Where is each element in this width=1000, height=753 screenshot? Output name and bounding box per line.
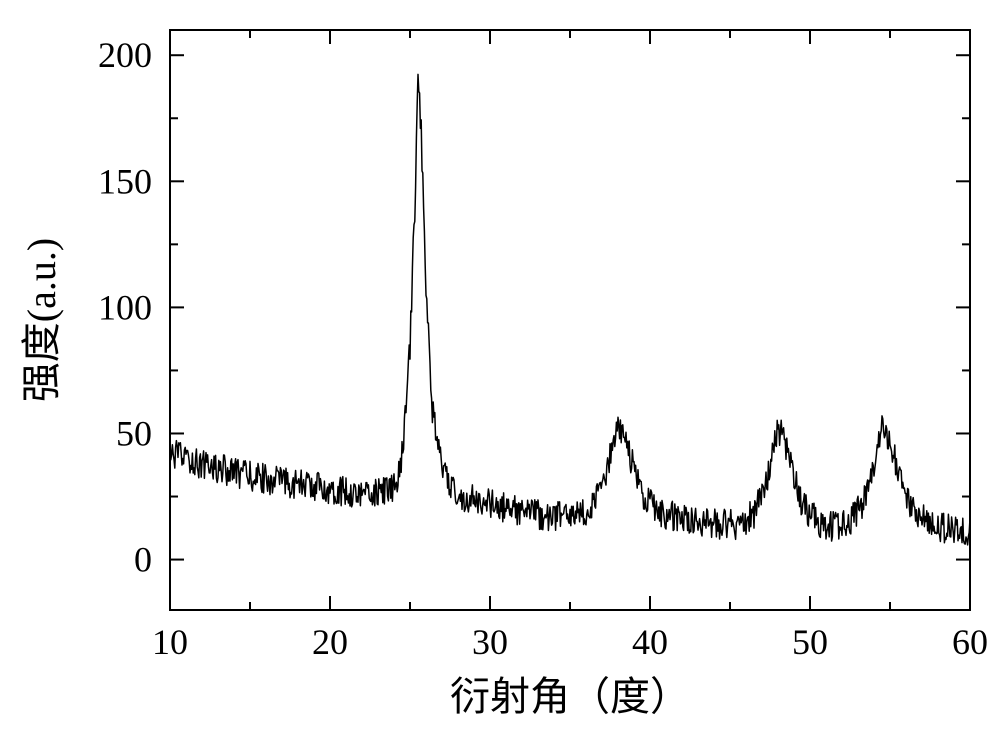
y-tick-label: 0 (134, 540, 152, 580)
y-tick-label: 50 (116, 413, 152, 453)
y-tick-label: 100 (98, 287, 152, 327)
y-tick-label: 200 (98, 35, 152, 75)
xrd-chart: 10 20 30 40 50 60 0 50 100 150 200 衍射角（度） 强度(a.u.… (0, 0, 1000, 753)
y-axis-label: 强度(a.u.) (19, 238, 64, 402)
x-axis-label: 衍射角（度） (450, 674, 690, 719)
x-tick-labels: 10 20 30 40 50 60 (152, 622, 988, 662)
x-tick-label: 30 (472, 622, 508, 662)
x-tick-label: 10 (152, 622, 188, 662)
y-tick-labels: 0 50 100 150 200 (98, 35, 152, 579)
x-tick-label: 50 (792, 622, 828, 662)
x-tick-label: 40 (632, 622, 668, 662)
x-tick-label: 20 (312, 622, 348, 662)
x-tick-label: 60 (952, 622, 988, 662)
y-tick-label: 150 (98, 161, 152, 201)
